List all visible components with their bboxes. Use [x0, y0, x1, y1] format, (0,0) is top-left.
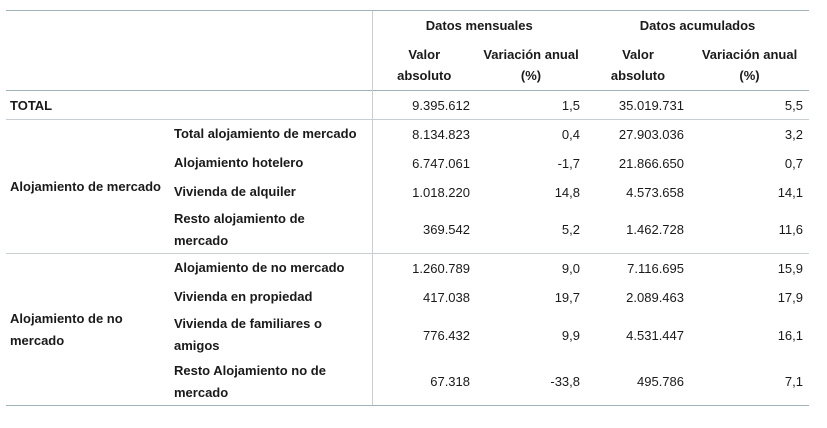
- header-group-monthly: Datos mensuales: [371, 10, 586, 41]
- group-label-market: Alojamiento de mercado: [6, 119, 168, 254]
- header-cumulative-variation-line1: Variación anual: [701, 47, 798, 63]
- group-label-nonmarket-line1: Alojamiento de no: [10, 310, 123, 326]
- row-label: Alojamiento hotelero: [174, 155, 304, 170]
- cumulative-value: 7.116.695: [586, 253, 690, 283]
- header-empty-2: [6, 41, 372, 91]
- row-label: Vivienda de alquiler: [174, 184, 296, 199]
- row-label: Resto Alojamiento no de mercado: [168, 358, 372, 406]
- total-cumulative-value: 35.019.731: [586, 90, 690, 120]
- accommodation-table: Datos mensuales Datos acumulados Valor a…: [6, 10, 809, 406]
- row-label-line1: Vivienda de familiares o: [174, 316, 322, 331]
- header-cumulative-value-line2: absoluto: [610, 68, 666, 84]
- cumulative-variation: 16,1: [777, 327, 803, 343]
- monthly-variation: 19,7: [554, 289, 580, 305]
- row-label-line2: mercado: [174, 384, 229, 400]
- cumulative-value: 4.573.658: [626, 184, 684, 200]
- row-label-line1: Resto alojamiento de: [174, 210, 305, 226]
- header-monthly-variation-line1: Variación anual: [483, 47, 579, 63]
- cumulative-value: 1.462.728: [626, 222, 684, 238]
- header-cumulative-value: Valor absoluto: [586, 41, 690, 91]
- row-label: Total alojamiento de mercado: [168, 119, 372, 149]
- group-label-nonmarket: Alojamiento de no mercado: [6, 253, 168, 406]
- cumulative-variation: 7,1: [690, 358, 809, 406]
- total-monthly-variation: 1,5: [476, 90, 586, 120]
- group-label-nonmarket-line2: mercado: [10, 332, 65, 348]
- monthly-value: 417.038: [371, 282, 476, 312]
- cumulative-variation: 14,1: [777, 184, 803, 200]
- header-cumulative-variation-line2: (%): [739, 68, 760, 84]
- row-label: Alojamiento de no mercado: [168, 253, 372, 283]
- cumulative-variation: 15,9: [690, 253, 809, 283]
- cumulative-variation: 0,7: [784, 155, 803, 171]
- row-label-line1: Resto Alojamiento no de: [174, 362, 326, 378]
- header-monthly-value-line1: Valor: [408, 47, 441, 63]
- row-label-line2: amigos: [174, 338, 220, 353]
- table-row: Resto Alojamiento no de mercado 67.318 -…: [6, 358, 809, 406]
- cumulative-value: 4.531.447: [626, 327, 684, 343]
- total-cumulative-variation: 5,5: [690, 90, 809, 120]
- header-cumulative-value-line1: Valor: [622, 47, 654, 63]
- table-row: Alojamiento hotelero 6.747.061 -1,7 21.8…: [6, 148, 809, 178]
- monthly-value: 6.747.061: [371, 148, 476, 178]
- cumulative-value: 27.903.036: [586, 119, 690, 149]
- monthly-value: 1.260.789: [371, 253, 476, 283]
- cumulative-variation: 17,9: [777, 289, 803, 305]
- monthly-variation: 9,9: [561, 327, 580, 343]
- monthly-value: 8.134.823: [371, 119, 476, 149]
- header-cumulative-variation: Variación anual (%): [690, 41, 809, 91]
- row-label-line2: mercado: [174, 232, 229, 248]
- cumulative-value: 2.089.463: [626, 289, 684, 305]
- table-row-total: TOTAL 9.395.612 1,5 35.019.731 5,5: [6, 90, 809, 120]
- monthly-variation: -1,7: [557, 155, 580, 171]
- header-monthly-value: Valor absoluto: [371, 40, 476, 91]
- header-row-groups: Datos mensuales Datos acumulados: [6, 10, 809, 41]
- cumulative-value: 21.866.650: [618, 155, 684, 171]
- row-label: Resto alojamiento de mercado: [168, 207, 372, 254]
- header-group-cumulative: Datos acumulados: [586, 10, 809, 41]
- table-row: Resto alojamiento de mercado 369.542 5,2…: [6, 206, 809, 254]
- cumulative-variation: 11,6: [778, 222, 803, 238]
- header-monthly-value-line2: absoluto: [397, 68, 452, 84]
- cumulative-variation: 3,2: [690, 119, 809, 149]
- table-row: Vivienda en propiedad 417.038 19,7 2.089…: [6, 282, 809, 312]
- table-row: Vivienda de familiares o amigos 776.432 …: [6, 311, 809, 359]
- total-label: TOTAL: [6, 90, 372, 120]
- row-label: Vivienda en propiedad: [174, 289, 313, 304]
- header-row-columns: Valor absoluto Variación anual (%) Valor…: [6, 40, 809, 91]
- total-monthly-value: 9.395.612: [371, 90, 476, 120]
- monthly-value: 1.018.220: [371, 177, 476, 207]
- monthly-value: 369.542: [371, 206, 476, 254]
- monthly-value: 67.318: [371, 358, 476, 406]
- monthly-value: 776.432: [371, 311, 476, 359]
- table-row: Alojamiento de mercado Total alojamiento…: [6, 119, 809, 254]
- monthly-variation: -33,8: [476, 358, 586, 406]
- header-monthly-variation-line2: (%): [520, 68, 542, 84]
- monthly-variation: 5,2: [561, 222, 580, 238]
- monthly-variation: 14,8: [554, 184, 580, 200]
- header-empty: [6, 10, 372, 41]
- table-row: Alojamiento de no mercado Alojamiento de…: [6, 253, 809, 406]
- monthly-variation: 9,0: [476, 253, 586, 283]
- table-row: Vivienda de alquiler 1.018.220 14,8 4.57…: [6, 177, 809, 207]
- cumulative-value: 495.786: [586, 358, 690, 406]
- monthly-variation: 0,4: [476, 119, 586, 149]
- header-monthly-variation: Variación anual (%): [476, 41, 586, 91]
- row-label: Vivienda de familiares o amigos: [168, 312, 372, 359]
